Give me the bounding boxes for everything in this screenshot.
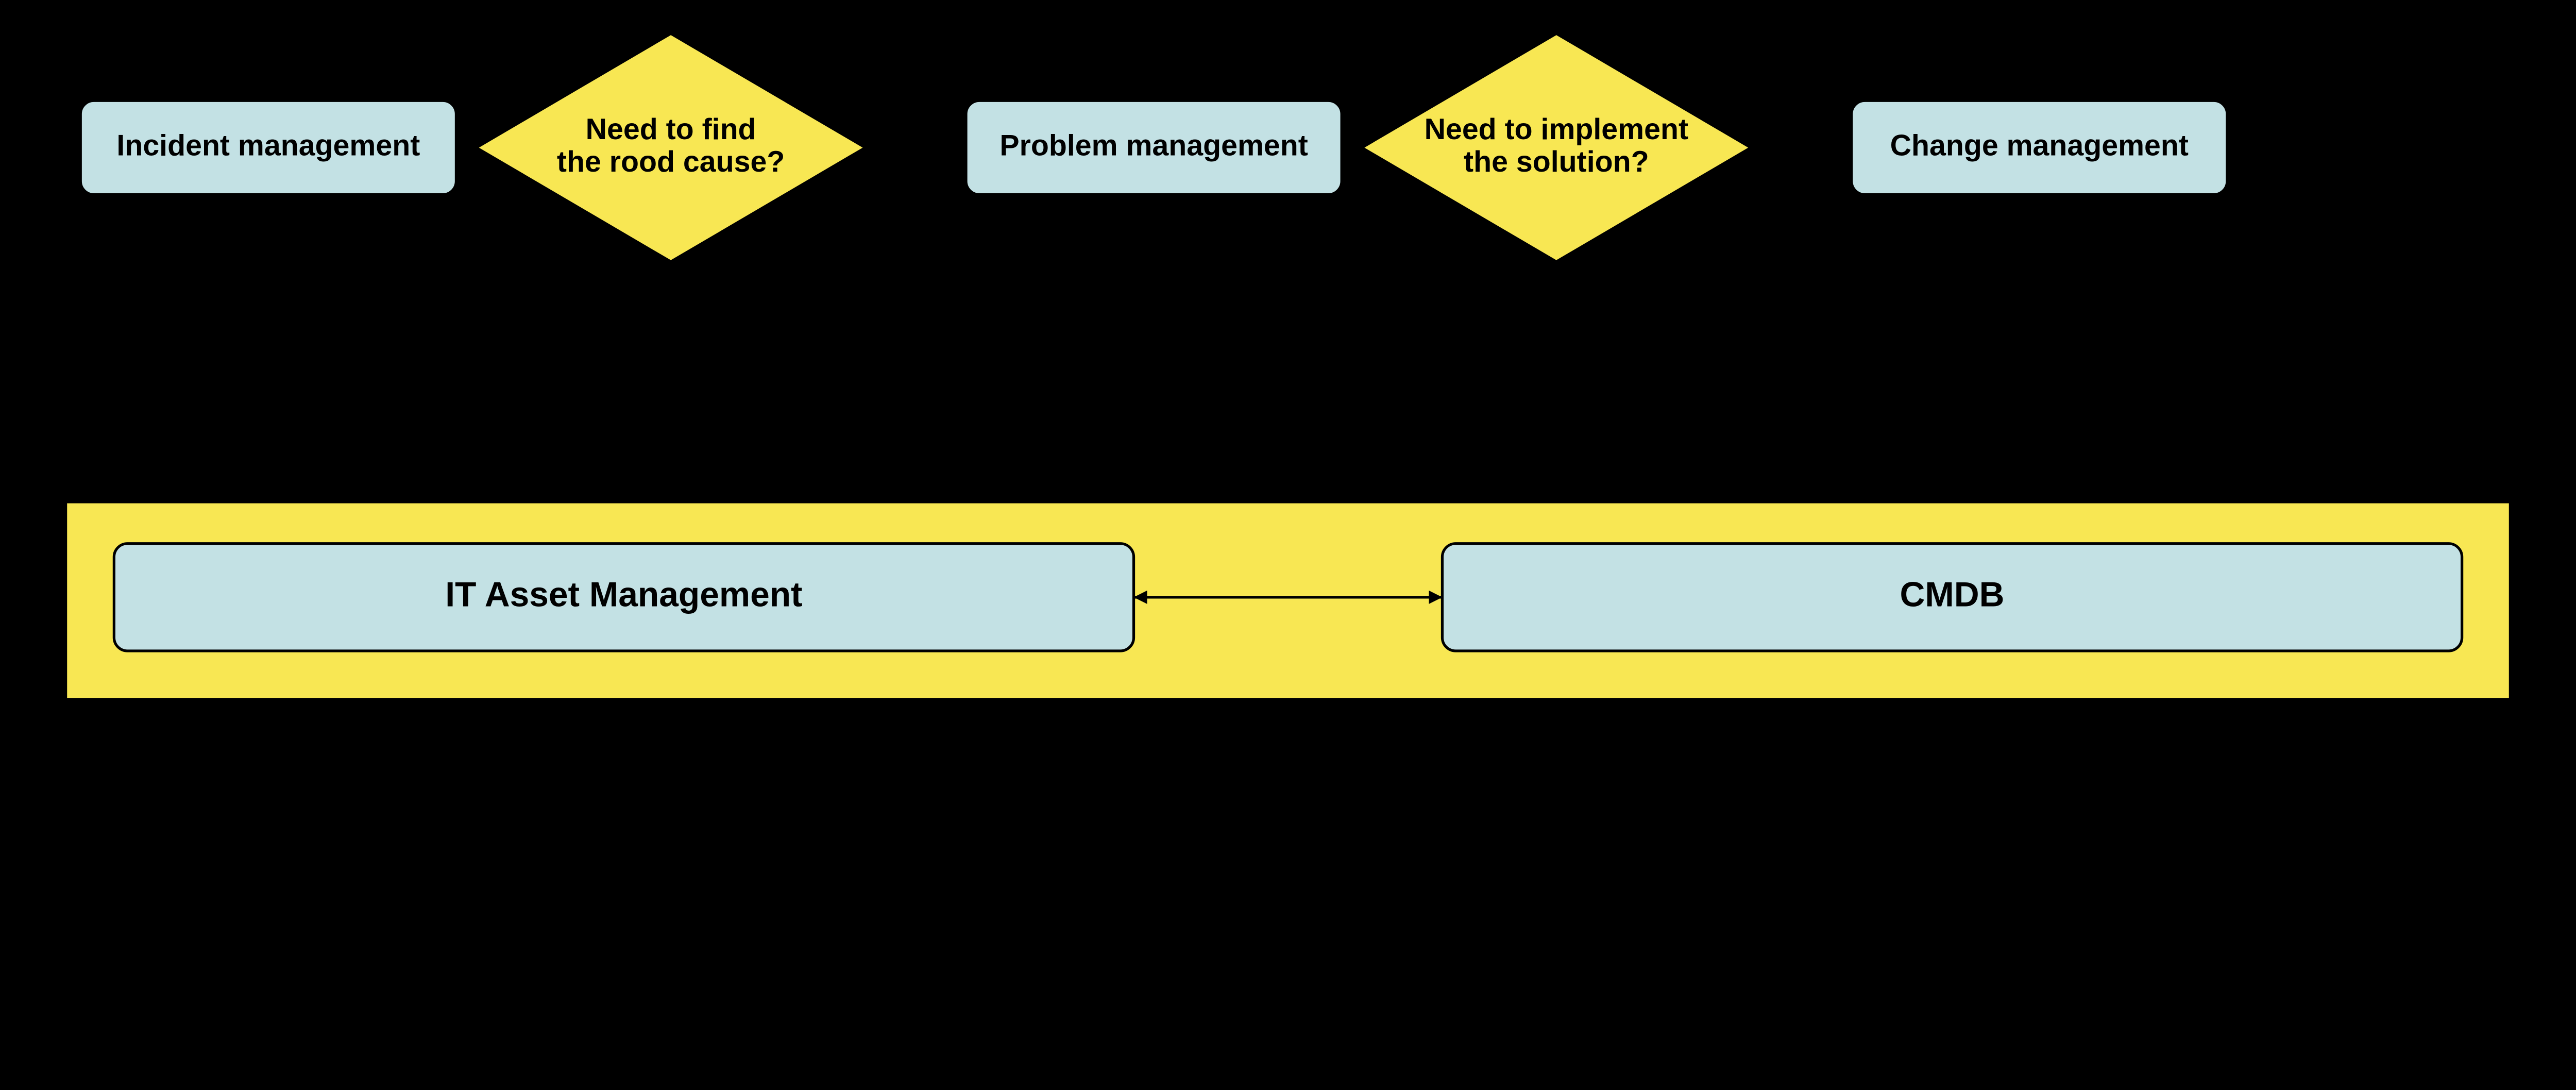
svg-text:the solution?: the solution?: [1464, 145, 1649, 178]
flowchart-canvas: Incident management Need to findthe rood …: [0, 0, 2576, 766]
svg-text:the rood cause?: the rood cause?: [557, 145, 785, 178]
svg-text:Need to implement: Need to implement: [1425, 113, 1688, 146]
svg-text:Incident management: Incident management: [116, 129, 420, 162]
svg-text:IT Asset Management: IT Asset Management: [445, 576, 802, 614]
svg-text:Change management: Change management: [1890, 129, 2189, 162]
svg-text:CMDB: CMDB: [1900, 576, 2005, 614]
svg-text:Need to find: Need to find: [586, 113, 756, 146]
svg-text:Problem management: Problem management: [999, 129, 1308, 162]
